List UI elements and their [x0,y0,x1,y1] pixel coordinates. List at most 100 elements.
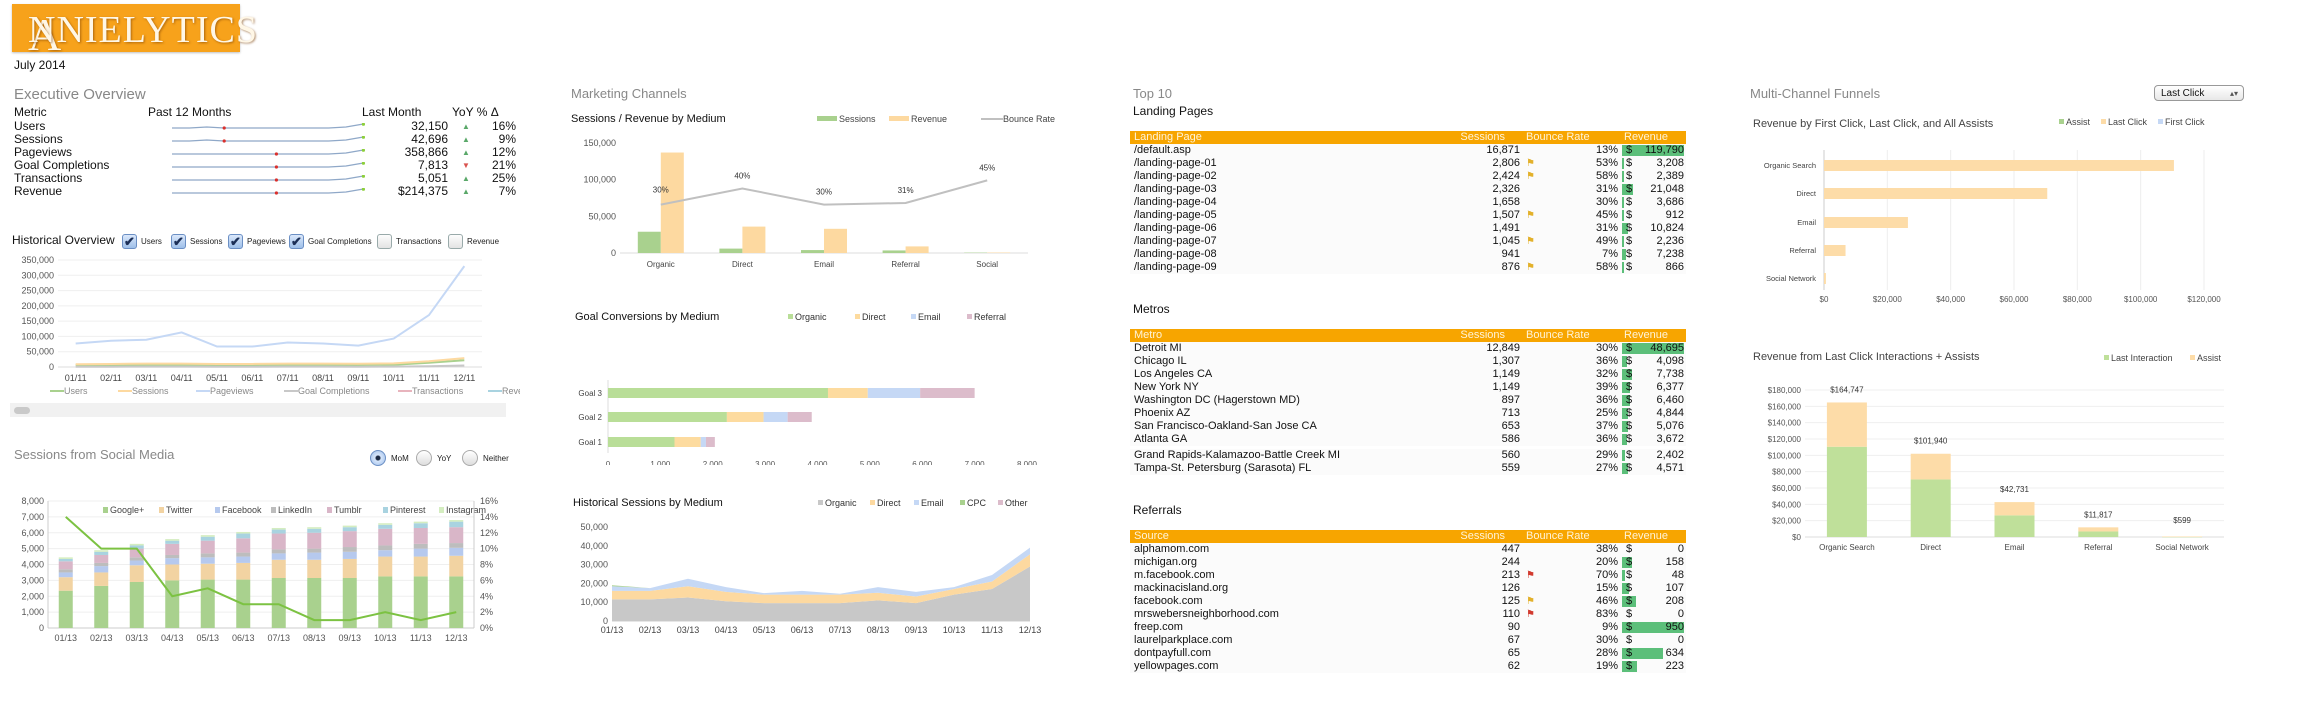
bounce-rate-line [660,179,988,206]
last-month-value: 32,150 [411,119,448,133]
attribution-select[interactable]: Last Click ▴▾ [2154,85,2244,101]
bar-segment-google-plus [165,580,180,628]
legend-label: Referral [974,312,1006,322]
toggle-sessions[interactable]: ✔ Sessions [171,234,222,249]
sessions-value: 941 [1501,248,1520,260]
checkbox-unchecked-icon[interactable] [377,234,392,249]
currency-symbol: $ [1626,394,1633,406]
y2-tick-label: 4% [480,591,493,601]
toggle-revenue[interactable]: Revenue [448,234,499,249]
currency-symbol: $ [1626,556,1633,568]
toggle-goal-completions[interactable]: ✔ Goal Completions [289,234,372,249]
revenue-value: 6,377 [1656,381,1684,393]
table-row: Tampa-St. Petersburg (Sarasota) FL 559 27%… [1130,462,1686,475]
radio-unselected-icon[interactable] [462,450,478,466]
y2-tick-label: 12% [480,528,498,538]
table-row: freep.com 90 9% $950 [1130,621,1686,634]
y-tick-label: $140,000 [1768,419,1802,428]
bounce-rate-value: 15% [1595,582,1618,594]
radio-neither[interactable]: Neither [462,450,509,466]
legend-label: CPC [967,498,987,508]
column-header: Metro [1134,329,1163,341]
row-name: alphamom.com [1134,543,1210,555]
x-tick-label: 01/13 [601,625,624,635]
bounce-rate-value: 46% [1595,595,1618,607]
x-tick-label: 8,000 [1017,460,1038,465]
yellow-flag-icon: ⚑ [1526,236,1535,247]
sessions-value: 1,658 [1492,196,1520,208]
bar-segment-facebook [94,566,109,573]
bounce-rate-value: 9% [1602,621,1618,633]
bounce-rate-value: 36% [1595,394,1618,406]
metric-name: Sessions [14,132,63,146]
sparkline-line [172,149,364,155]
toggle-pageviews[interactable]: ✔ Pageviews [228,234,286,249]
metros-title: Metros [1133,302,1170,316]
table-header-row: Landing Page Sessions Bounce Rate Revenue [1130,131,1686,144]
x-tick-label: 4,000 [807,460,828,465]
yoy-value: 21% [491,158,516,172]
radio-mom[interactable]: MoM [370,450,409,466]
row-name: /landing-page-03 [1134,183,1217,195]
y-tick-label: $20,000 [1772,517,1801,526]
x-tick-label: Referral [2084,543,2113,552]
y-tick-label: $160,000 [1768,402,1802,411]
revenue-value: 4,844 [1656,407,1684,419]
x-tick-label: 11/13 [981,625,1003,635]
radio-yoy[interactable]: YoY [416,450,451,466]
x-tick-label: 10/13 [374,633,397,643]
up-arrow-icon: ▲ [462,122,470,131]
x-tick-label: 03/13 [677,625,700,635]
checkbox-checked-icon[interactable]: ✔ [171,234,186,249]
radio-unselected-icon[interactable] [416,450,432,466]
column-header: Bounce Rate [1526,329,1590,341]
revenue-value: 10,824 [1650,222,1684,234]
bar-segment-tumblr [129,548,144,558]
bounce-rate-value: 83% [1595,608,1618,620]
revenue-data-bar [1622,184,1633,195]
legend-swatch [855,314,860,319]
currency-symbol: $ [1626,381,1633,393]
bar-segment-tumblr [378,528,393,546]
radio-selected-icon[interactable] [370,450,386,466]
chart-title: Historical Sessions by Medium [573,497,723,509]
checkbox-checked-icon[interactable]: ✔ [122,234,137,249]
sessions-value: 126 [1501,582,1520,594]
sessions-value: 1,491 [1492,222,1520,234]
bar-segment-google-plus [307,577,322,628]
x-tick-label: $80,000 [2063,295,2092,304]
bar-segment-tumblr [236,538,251,553]
logo-first-letter: A [28,9,63,60]
bar-segment-twitter [449,555,464,577]
bar-segment-google-plus [342,577,357,628]
revenue-value: 208 [1665,595,1684,607]
legend-label: Pageviews [210,386,254,396]
sessions-value: 2,424 [1492,170,1520,182]
up-arrow-icon: ▲ [462,148,470,157]
checkbox-checked-icon[interactable]: ✔ [228,234,243,249]
y-category-label: Goal 2 [578,413,602,422]
row-name: Grand Rapids-Kalamazoo-Battle Creek MI [1134,449,1341,461]
row-name: yellowpages.com [1134,660,1219,672]
goal-conversions-chart: Goal Conversions by Medium Organic Direct E… [575,311,1038,465]
mcf-revenue-clicks-chart: Revenue by First Click, Last Click, and … [1753,117,2221,304]
x-tick-label: 04/13 [715,625,738,635]
toggle-transactions[interactable]: Transactions [377,234,442,249]
chart-scrollbar-thumb[interactable] [14,407,30,414]
toggle-users[interactable]: ✔ Users [122,234,162,249]
legend-label: Organic [795,312,827,322]
x-tick-label: Direct [1920,543,1942,552]
sessions-value: 897 [1501,394,1520,406]
bar-segment-twitter [307,559,322,578]
x-tick-label: 12/13 [1019,625,1042,635]
toggle-label: Sessions [190,237,223,246]
checkbox-checked-icon[interactable]: ✔ [289,234,304,249]
revenue-data-bar [1622,356,1628,367]
checkbox-unchecked-icon[interactable] [448,234,463,249]
y-category-label: Referral [1789,246,1816,255]
bounce-rate-value: 38% [1595,543,1618,555]
table-row: yellowpages.com 62 19% $223 [1130,660,1686,673]
chart-scrollbar-track[interactable] [10,403,506,417]
sparkline-last-point [361,175,365,178]
table-row: /landing-page-06 1,491 31% $10,824 [1130,222,1686,235]
